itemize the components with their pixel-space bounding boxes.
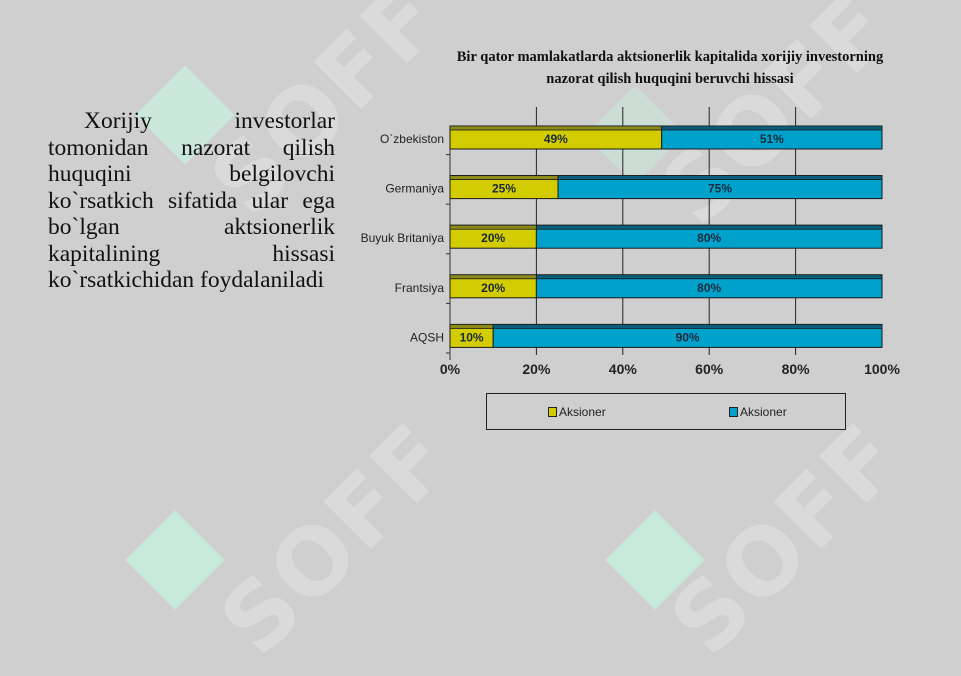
bar-segment-top bbox=[449, 224, 537, 230]
data-label: 10% bbox=[460, 330, 484, 344]
x-tick-label: 80% bbox=[782, 361, 811, 377]
bar-segment-top bbox=[557, 175, 883, 181]
legend-swatch-yellow-icon bbox=[548, 407, 557, 417]
bar-segment-top bbox=[661, 125, 883, 131]
data-label: 80% bbox=[697, 281, 721, 295]
chart-title: Bir qator mamlakatlarda aktsionerlik kap… bbox=[456, 49, 884, 87]
legend-item-series-1: Aksioner bbox=[548, 405, 606, 419]
bar-segment-top bbox=[449, 323, 494, 329]
data-label: 49% bbox=[544, 132, 568, 146]
bar-segment-top bbox=[449, 274, 537, 280]
x-tick-label: 40% bbox=[609, 361, 638, 377]
bar-segment-top bbox=[449, 125, 663, 131]
legend-swatch-blue-icon bbox=[729, 407, 738, 417]
body-paragraph: Xorijiy investorlar tomonidan nazorat qi… bbox=[48, 108, 335, 293]
stacked-bar-chart: 49% 51% O`zbekiston 25% 75% Germaniya 20% 80% Bu… bbox=[361, 107, 900, 377]
bar-segment-top bbox=[536, 274, 883, 280]
legend-label: Aksioner bbox=[559, 405, 606, 419]
bar-segment-top bbox=[536, 224, 883, 230]
x-tick-label: 20% bbox=[522, 361, 551, 377]
legend-item-series-2: Aksioner bbox=[729, 405, 787, 419]
category-label: Buyuk Britaniya bbox=[361, 231, 445, 245]
x-tick-label: 60% bbox=[695, 361, 724, 377]
bar-segment-top bbox=[449, 175, 559, 181]
bar-segment-top bbox=[492, 323, 883, 329]
x-tick-label: 0% bbox=[440, 361, 461, 377]
legend-label: Aksioner bbox=[740, 405, 787, 419]
chart-legend: Aksioner Aksioner bbox=[486, 393, 846, 430]
category-label: Germaniya bbox=[385, 182, 444, 196]
category-label: Frantsiya bbox=[395, 281, 445, 295]
data-label: 75% bbox=[708, 182, 732, 196]
x-tick-label: 100% bbox=[864, 361, 900, 377]
data-label: 25% bbox=[492, 182, 516, 196]
data-label: 80% bbox=[697, 231, 721, 245]
data-label: 90% bbox=[676, 330, 700, 344]
category-label: AQSH bbox=[410, 330, 444, 344]
category-label: O`zbekiston bbox=[380, 132, 444, 146]
data-label: 20% bbox=[481, 281, 505, 295]
data-label: 51% bbox=[760, 132, 784, 146]
data-label: 20% bbox=[481, 231, 505, 245]
